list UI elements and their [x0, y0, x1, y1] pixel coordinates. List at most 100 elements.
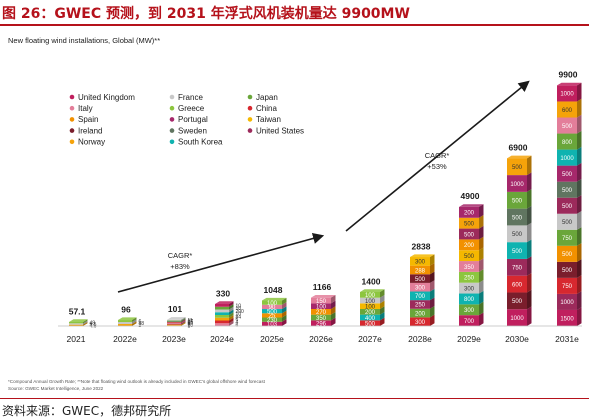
bar-segment: [167, 321, 181, 323]
bar-segment-side: [479, 247, 484, 262]
bar-segment: [410, 308, 430, 318]
bar-segment: [410, 282, 430, 292]
bar-segment: [459, 228, 479, 240]
bar-segment-side: [380, 300, 385, 309]
legend-label-japan: Japan: [256, 93, 278, 102]
segment-label: 350: [316, 316, 327, 322]
segment-label: 100: [267, 301, 278, 307]
segment-label: 600: [512, 282, 523, 288]
bar-segment-side: [430, 297, 435, 309]
bar-segment: [459, 315, 479, 326]
bar-segment: [557, 181, 577, 198]
bar-segment-top: [557, 82, 582, 86]
segment-label: 288: [415, 268, 426, 274]
bar-segment-side: [331, 311, 336, 321]
legend-label-south-korea: South Korea: [178, 138, 223, 147]
legend-label-china: China: [256, 104, 277, 113]
total-label: 96: [121, 304, 131, 314]
bar-segment: [410, 257, 430, 266]
bar-segment-side: [181, 319, 186, 323]
segment-label: 100: [316, 304, 327, 310]
bar-segment: [262, 309, 282, 314]
segment-label: 1: [188, 324, 191, 330]
total-label: 1048: [264, 285, 283, 295]
bar-segment-top: [507, 155, 532, 159]
bar-segment-side: [229, 309, 234, 315]
bar-2024e: 64684102001010330: [215, 288, 244, 329]
legend-dot-china: [247, 105, 253, 111]
bar-segment-side: [282, 302, 287, 310]
bar-segment-side: [577, 307, 582, 326]
bar-segment: [459, 304, 479, 316]
segment-label: 750: [562, 236, 573, 242]
bar-segment-side: [577, 211, 582, 230]
bar-segment: [167, 324, 181, 326]
x-tick-2022e: 2022e: [113, 334, 137, 344]
segment-label: 500: [512, 249, 523, 255]
x-tick-2026e: 2026e: [309, 334, 333, 344]
bar-segment: [167, 323, 181, 325]
bar-segment-side: [527, 205, 532, 226]
segment-label: 500: [562, 204, 573, 210]
segment-label: 500: [512, 299, 523, 305]
segment-label: 100: [365, 304, 376, 310]
bar-segment-side: [479, 269, 484, 283]
total-label: 1400: [362, 276, 381, 286]
bar-segment-side: [282, 306, 287, 314]
segment-label: 1000: [510, 182, 524, 188]
bar-segment: [118, 324, 132, 326]
bar-segment-side: [430, 271, 435, 283]
bar-segment: [360, 303, 380, 309]
bar-segment-side: [577, 98, 582, 118]
bar-segment: [557, 85, 577, 102]
segment-label: 500: [562, 220, 573, 226]
bar-segment: [262, 300, 282, 305]
segment-label: 200: [415, 311, 426, 317]
bar-segment: [118, 320, 132, 323]
figure-title: 图 26：GWEC 预测，到 2031 年浮式风机装机量达 9900MW: [2, 6, 410, 22]
cagr-label-1: CAGR*: [168, 251, 193, 260]
segment-label: 500: [562, 188, 573, 194]
bar-segment-side: [479, 312, 484, 326]
segment-label: 10: [236, 303, 242, 309]
legend-label-united-kingdom: United Kingdom: [78, 93, 135, 102]
segment-label: 88: [139, 321, 145, 327]
total-label: 57.1: [69, 306, 86, 316]
segment-label: 200: [365, 310, 376, 316]
bar-segment: [557, 197, 577, 214]
segment-label: 500: [512, 199, 523, 205]
bar-segment-top: [311, 294, 336, 298]
segment-label: 350: [464, 265, 475, 271]
bar-segment: [507, 158, 527, 176]
bar-segment-side: [527, 272, 532, 293]
bar-segment-side: [181, 318, 186, 323]
bar-segment-side: [479, 290, 484, 305]
bar-segment-side: [479, 236, 484, 251]
bar-segment-top: [167, 317, 186, 320]
bar-segment: [69, 324, 83, 326]
bar-segment-side: [282, 297, 287, 305]
bar-segment-side: [577, 146, 582, 166]
bar-segment: [507, 242, 527, 259]
bar-segment-side: [430, 306, 435, 318]
bar-segment: [557, 245, 577, 262]
segment-label: 600: [562, 108, 573, 114]
bar-segment-top: [459, 204, 484, 207]
header-rule: [0, 24, 589, 26]
legend-dot-united-states: [247, 128, 253, 133]
bar-segment-side: [577, 130, 582, 150]
legend-dot-spain: [69, 117, 75, 122]
bar-segment-side: [380, 306, 385, 315]
bar-segment: [311, 297, 331, 304]
bar-segment: [215, 323, 229, 326]
legend-dot-ireland: [69, 128, 75, 133]
bar-segment: [118, 322, 132, 325]
bar-segment: [262, 321, 282, 326]
segment-label: 800: [464, 297, 475, 303]
bar-segment: [557, 277, 577, 294]
bar-segment-side: [527, 172, 532, 192]
bar-segment: [507, 309, 527, 326]
legend-dot-greece: [169, 105, 175, 111]
bar-segment: [459, 217, 479, 229]
